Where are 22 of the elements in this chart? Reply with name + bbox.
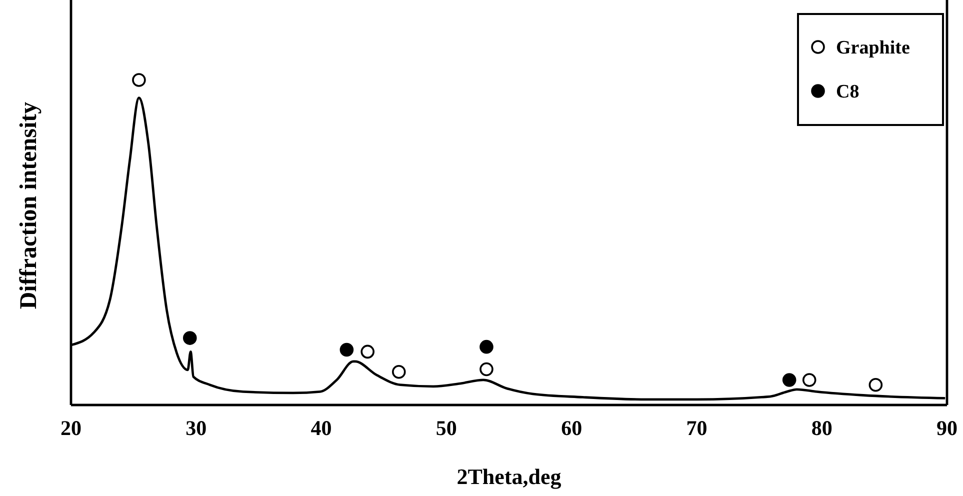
x-tick-label: 40 — [310, 416, 332, 440]
legend-label: C8 — [836, 82, 860, 103]
x-tick-label: 60 — [561, 416, 582, 440]
x-tick-label: 90 — [936, 416, 958, 440]
point — [480, 340, 494, 354]
point — [360, 344, 374, 359]
x-tick-label: 30 — [186, 416, 207, 440]
y-axis-title: Diffraction intensity — [16, 102, 42, 310]
point — [182, 331, 197, 345]
x-axis-title: 2Theta,deg — [456, 464, 562, 489]
x-tick-label: 70 — [686, 416, 708, 440]
point — [132, 73, 146, 87]
point — [802, 373, 816, 387]
x-tick-label: 80 — [811, 416, 832, 440]
point — [340, 342, 354, 357]
point — [868, 378, 883, 392]
x-tick-label: 20 — [60, 416, 82, 440]
x-tick-label: 50 — [436, 416, 457, 440]
point — [782, 373, 796, 387]
legend-label: Graphite — [836, 38, 910, 59]
point — [480, 362, 494, 376]
point — [392, 364, 406, 379]
